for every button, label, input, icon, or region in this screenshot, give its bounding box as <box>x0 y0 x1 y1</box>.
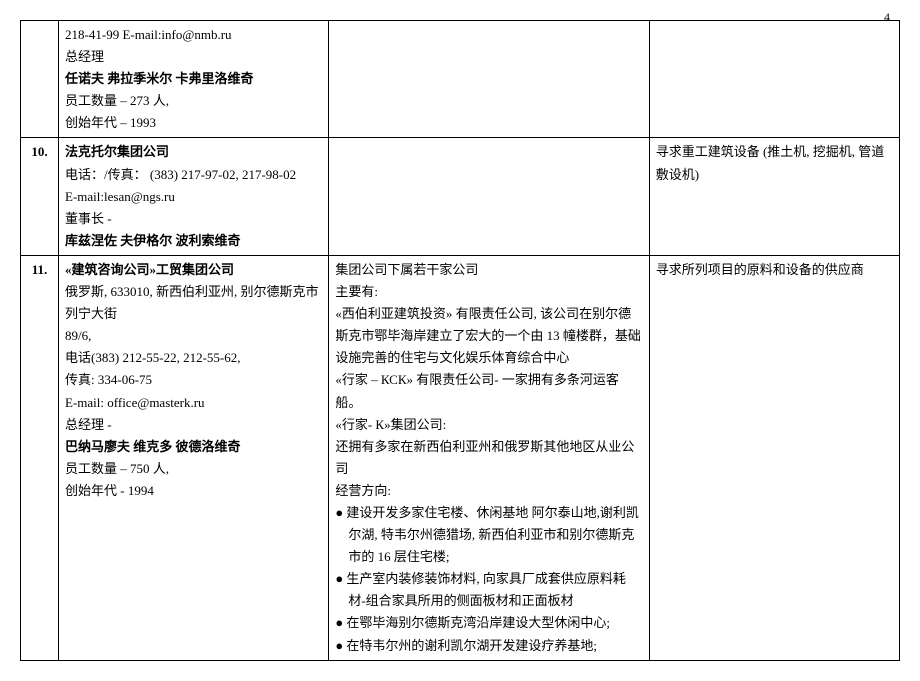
page-number: 4 <box>884 10 890 25</box>
table-text: E-mail:lesan@ngs.ru <box>65 186 322 208</box>
table-text: ● 在鄂毕海别尔德斯克湾沿岸建设大型休闲中心; <box>335 612 642 634</box>
company-info: «建筑咨询公司»工贸集团公司俄罗斯, 633010, 新西伯利亚州, 别尔德斯克… <box>59 255 329 660</box>
company-description: 集团公司下属若干家公司 主要有:«西伯利亚建筑投资» 有限责任公司, 该公司在别… <box>329 255 649 660</box>
table-text: 创始年代 – 1993 <box>65 112 322 134</box>
company-description <box>329 21 649 138</box>
company-needs <box>649 21 899 138</box>
table-text: «行家- К»集团公司: <box>335 414 642 436</box>
table-text: 还拥有多家在新西伯利亚州和俄罗斯其他地区从业公司 <box>335 436 642 480</box>
company-info: 218-41-99 E-mail:info@nmb.ru总经理任诺夫 弗拉季米尔… <box>59 21 329 138</box>
table-text: 库兹涅佐 夫伊格尔 波利索维奇 <box>65 230 322 252</box>
table-text: 法克托尔集团公司 <box>65 141 322 163</box>
company-info: 法克托尔集团公司电话：/传真： (383) 217-97-02, 217-98-… <box>59 138 329 255</box>
table-text: ● 建设开发多家住宅楼、休闲基地 阿尔泰山地,谢利凯尔湖, 特韦尔州德猎场, 新… <box>335 502 642 568</box>
table-text: 任诺夫 弗拉季米尔 卡弗里洛维奇 <box>65 68 322 90</box>
table-text: 寻求所列项目的原料和设备的供应商 <box>656 259 893 281</box>
company-needs: 寻求所列项目的原料和设备的供应商 <box>649 255 899 660</box>
table-row: 11.«建筑咨询公司»工贸集团公司俄罗斯, 633010, 新西伯利亚州, 别尔… <box>21 255 900 660</box>
row-number: 11. <box>21 255 59 660</box>
table-text: 巴纳马廖夫 维克多 彼德洛维奇 <box>65 436 322 458</box>
table-text: 经营方向: <box>335 480 642 502</box>
company-needs: 寻求重工建筑设备 (推土机, 挖掘机, 管道敷设机) <box>649 138 899 255</box>
table-text: 创始年代 - 1994 <box>65 480 322 502</box>
table-text: 电话(383) 212-55-22, 212-55-62, <box>65 347 322 369</box>
table-text: «西伯利亚建筑投资» 有限责任公司, 该公司在别尔德斯克市鄂毕海岸建立了宏大的一… <box>335 303 642 369</box>
table-body: 218-41-99 E-mail:info@nmb.ru总经理任诺夫 弗拉季米尔… <box>21 21 900 661</box>
table-text: «行家 – КСК» 有限责任公司- 一家拥有多条河运客船。 <box>335 369 642 413</box>
table-text: ● 在特韦尔州的谢利凯尔湖开发建设疗养基地; <box>335 635 642 657</box>
table-text: 董事长 - <box>65 208 322 230</box>
table-text: «建筑咨询公司»工贸集团公司 <box>65 259 322 281</box>
table-text: 总经理 - <box>65 414 322 436</box>
table-row: 10.法克托尔集团公司电话：/传真： (383) 217-97-02, 217-… <box>21 138 900 255</box>
table-text: 主要有: <box>335 281 642 303</box>
company-description <box>329 138 649 255</box>
company-table: 218-41-99 E-mail:info@nmb.ru总经理任诺夫 弗拉季米尔… <box>20 20 900 661</box>
table-text: 员工数量 – 273 人, <box>65 90 322 112</box>
table-text: 总经理 <box>65 46 322 68</box>
row-number: 10. <box>21 138 59 255</box>
table-text: 电话：/传真： (383) 217-97-02, 217-98-02 <box>65 164 322 186</box>
table-text: ● 生产室内装修装饰材料, 向家具厂成套供应原料耗材-组合家具所用的侧面板材和正… <box>335 568 642 612</box>
table-text: E-mail: office@masterk.ru <box>65 392 322 414</box>
table-row: 218-41-99 E-mail:info@nmb.ru总经理任诺夫 弗拉季米尔… <box>21 21 900 138</box>
table-text: 89/6, <box>65 325 322 347</box>
table-text: 寻求重工建筑设备 (推土机, 挖掘机, 管道敷设机) <box>656 141 893 185</box>
table-text: 俄罗斯, 633010, 新西伯利亚州, 别尔德斯克市 列宁大街 <box>65 281 322 325</box>
table-text: 员工数量 – 750 人, <box>65 458 322 480</box>
table-text: 传真: 334-06-75 <box>65 369 322 391</box>
row-number <box>21 21 59 138</box>
table-text: 集团公司下属若干家公司 <box>335 259 642 281</box>
table-text: 218-41-99 E-mail:info@nmb.ru <box>65 24 322 46</box>
